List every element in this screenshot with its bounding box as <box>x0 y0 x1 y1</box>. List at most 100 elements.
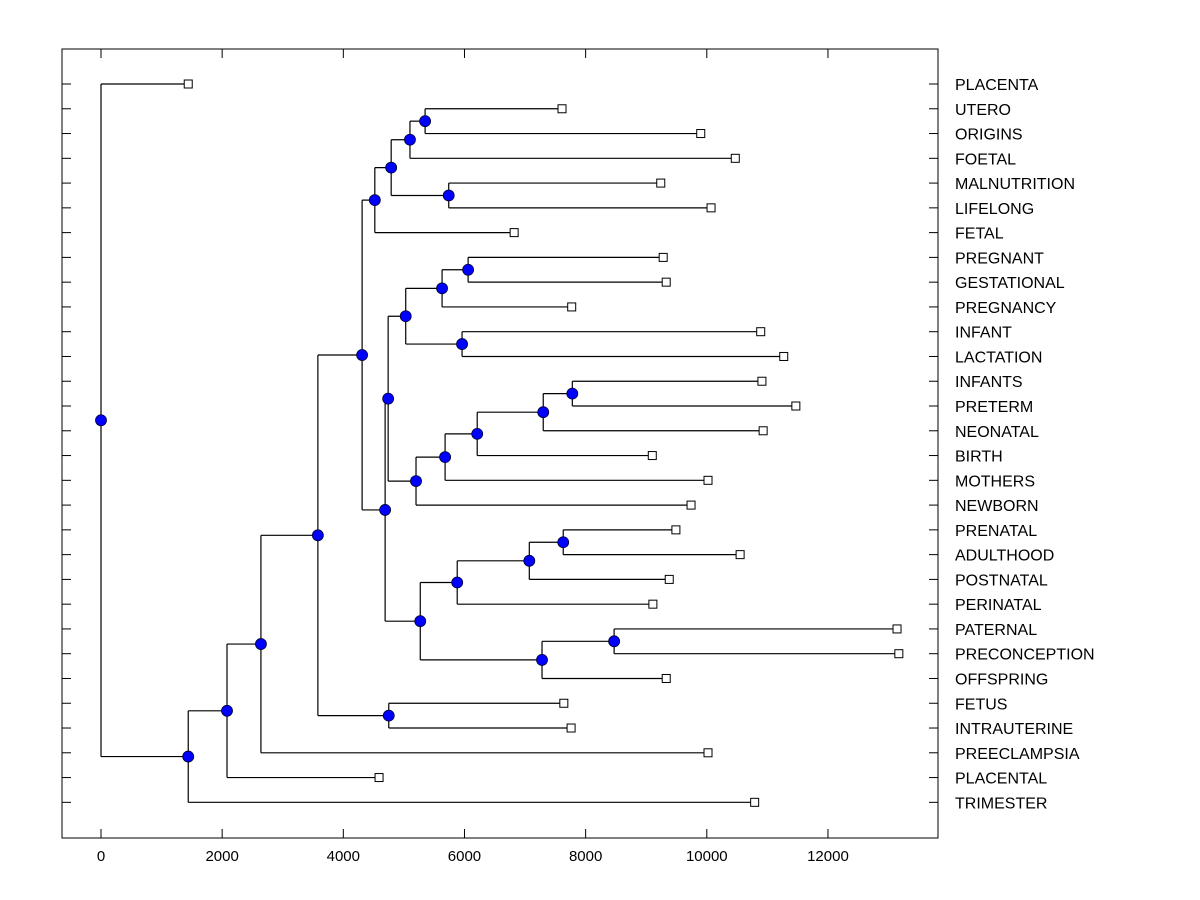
leaf-marker <box>661 673 671 683</box>
x-tick-label: 10000 <box>686 848 728 865</box>
leaf-marker <box>647 451 657 461</box>
merge-node <box>404 133 416 146</box>
leaf-marker <box>374 773 384 783</box>
merge-node <box>537 406 550 419</box>
leaf-marker <box>656 178 666 188</box>
leaf-label: ORIGINS <box>955 127 1023 144</box>
leaf-label: PRETERM <box>955 399 1033 416</box>
leaf-marker <box>696 129 706 139</box>
leaf-marker <box>791 401 801 411</box>
leaf-marker <box>658 252 668 262</box>
x-tick-label: 2000 <box>205 848 238 865</box>
merge-node <box>221 704 233 717</box>
leaf-label: MOTHERS <box>955 473 1035 490</box>
leaf-label: MALNUTRITION <box>955 176 1075 193</box>
leaf-label: PERINATAL <box>955 597 1042 614</box>
leaf-label: NEONATAL <box>955 424 1039 441</box>
merge-node <box>255 638 267 650</box>
leaf-label: INFANT <box>955 325 1012 342</box>
merge-node <box>462 263 475 276</box>
merge-node <box>379 504 392 516</box>
axis-ticks <box>62 49 938 838</box>
merge-node <box>182 750 195 763</box>
leaf-label: FETUS <box>955 696 1007 713</box>
leaf-marker <box>706 203 716 213</box>
leaf-label: UTERO <box>955 102 1011 119</box>
merge-node <box>471 427 484 440</box>
leaf-label: PATERNAL <box>955 622 1037 639</box>
x-tick-label: 4000 <box>327 848 360 865</box>
leaf-marker <box>735 550 745 560</box>
leaf-marker <box>661 277 671 287</box>
leaf-label: PLACENTAL <box>955 771 1047 788</box>
merge-node <box>399 310 412 323</box>
leaf-label: INTRAUTERINE <box>955 721 1073 738</box>
leaf-label: TRIMESTER <box>955 795 1047 812</box>
leaf-marker <box>894 649 904 659</box>
merge-node <box>608 635 621 648</box>
x-tick-label: 12000 <box>807 848 849 865</box>
leaf-label: NEWBORN <box>955 498 1039 515</box>
leaf-marker <box>758 426 768 436</box>
leaf-label: BIRTH <box>955 449 1003 466</box>
leaf-marker <box>566 723 576 733</box>
leaf-labels: PLACENTA UTERO ORIGINS FOETAL MALNUTRITION LI… <box>955 77 1095 812</box>
leaf-marker <box>671 525 681 535</box>
leaf-marker <box>756 327 766 337</box>
x-tick-label: 8000 <box>569 848 602 865</box>
leaf-label: PREGNANT <box>955 250 1044 267</box>
leaf-label: FETAL <box>955 226 1004 243</box>
leaf-label: POSTNATAL <box>955 572 1048 589</box>
merge-node <box>451 576 464 589</box>
x-axis-tick-labels: 0 2000 4000 6000 8000 10000 12000 <box>97 848 849 865</box>
leaf-marker <box>567 302 577 312</box>
merge-node <box>456 338 468 350</box>
leaf-label: PREGNANCY <box>955 300 1057 317</box>
leaf-label: FOETAL <box>955 151 1016 168</box>
leaf-label: ADULTHOOD <box>955 548 1054 565</box>
leaf-label: OFFSPRING <box>955 671 1048 688</box>
leaf-label: PRECONCEPTION <box>955 647 1095 664</box>
tree-links <box>100 83 899 803</box>
merge-node <box>382 392 395 405</box>
leaf-marker <box>730 153 740 163</box>
merge-node <box>536 654 548 666</box>
leaf-marker <box>703 748 713 758</box>
merge-node <box>436 282 448 295</box>
merge-node <box>419 115 432 128</box>
plot-frame <box>61 48 939 839</box>
merge-node <box>311 529 324 542</box>
x-tick-label: 6000 <box>448 848 481 865</box>
leaf-label: INFANTS <box>955 374 1023 391</box>
leaf-marker <box>648 599 658 609</box>
leaf-marker <box>757 376 767 386</box>
leaf-marker <box>559 698 569 708</box>
leaf-marker <box>557 104 567 114</box>
merge-node <box>410 475 422 487</box>
leaf-marker <box>779 351 789 361</box>
leaf-marker <box>664 574 674 584</box>
merge-node <box>385 161 398 174</box>
leaf-marker <box>703 475 713 485</box>
leaf-label: LACTATION <box>955 349 1042 366</box>
leaf-marker <box>750 797 760 807</box>
merge-node <box>414 615 427 628</box>
leaf-label: PRENATAL <box>955 523 1037 540</box>
leaf-label: PLACENTA <box>955 77 1039 94</box>
merge-node <box>95 414 107 427</box>
leaf-label: GESTATIONAL <box>955 275 1065 292</box>
leaf-marker <box>892 624 902 634</box>
merge-node <box>566 387 579 400</box>
merge-node <box>356 349 368 361</box>
leaf-marker <box>686 500 696 510</box>
merge-node <box>523 554 536 567</box>
leaf-label: LIFELONG <box>955 201 1034 218</box>
merge-node <box>442 189 455 202</box>
merge-node <box>439 451 451 463</box>
leaf-label: PREECLAMPSIA <box>955 746 1080 763</box>
merge-node <box>382 709 395 722</box>
internal-nodes <box>95 115 621 763</box>
leaf-marker <box>183 79 193 89</box>
merge-node <box>368 194 381 207</box>
